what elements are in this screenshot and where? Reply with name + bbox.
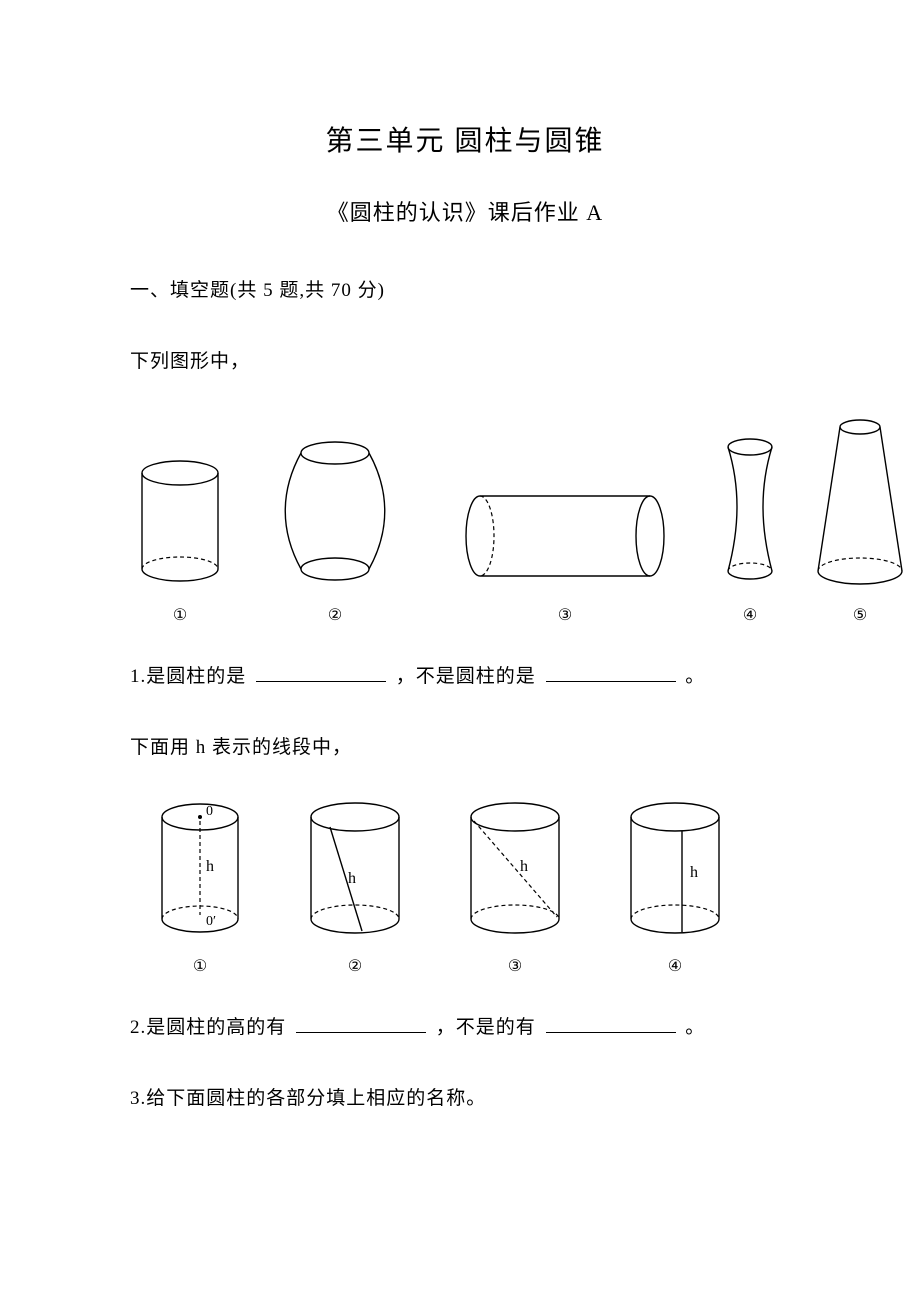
shape-h-label-2: ② bbox=[348, 956, 362, 976]
q1-blank-2 bbox=[546, 662, 676, 682]
shape-h1: 0 0′ h ① bbox=[150, 797, 250, 976]
shape-label-1: ① bbox=[173, 605, 187, 625]
question-1: 1.是圆柱的是 ，不是圆柱的是 。 bbox=[130, 661, 800, 688]
q2-suffix: 。 bbox=[685, 1017, 705, 1038]
prompt-1: 下列图形中， bbox=[130, 346, 800, 373]
question-3: 3.给下面圆柱的各部分填上相应的名称。 bbox=[130, 1083, 800, 1110]
question-2: 2.是圆柱的高的有 ，不是的有 。 bbox=[130, 1012, 800, 1039]
shape-5-frustum: ⑤ bbox=[810, 411, 910, 625]
q1-suffix: 。 bbox=[685, 666, 705, 687]
shape-h-label-1: ① bbox=[193, 956, 207, 976]
section-heading: 一、填空题(共 5 题,共 70 分) bbox=[130, 275, 800, 302]
shape-label-3: ③ bbox=[558, 605, 572, 625]
q1-prefix: 1.是圆柱的是 bbox=[130, 666, 252, 687]
shape-label-4: ④ bbox=[743, 605, 757, 625]
document-page: 第三单元 圆柱与圆锥 《圆柱的认识》课后作业 A 一、填空题(共 5 题,共 7… bbox=[0, 0, 920, 1190]
q2-prefix: 2.是圆柱的高的有 bbox=[130, 1017, 286, 1038]
q1-mid: ，不是圆柱的是 bbox=[396, 666, 536, 687]
shape-h3: h ③ bbox=[460, 797, 570, 976]
shape-3-horizontal-cylinder: ③ bbox=[460, 481, 670, 625]
page-title: 第三单元 圆柱与圆锥 bbox=[130, 119, 800, 159]
shape-1-cylinder: ① bbox=[130, 451, 230, 625]
shape-2-barrel: ② bbox=[270, 431, 400, 625]
shape-h2: h ② bbox=[300, 797, 410, 976]
svg-text:h: h bbox=[348, 870, 356, 887]
svg-text:h: h bbox=[520, 858, 528, 875]
shape-label-5: ⑤ bbox=[853, 605, 867, 625]
q1-blank-1 bbox=[256, 662, 386, 682]
shape-row-1: ① ② ③ bbox=[130, 411, 800, 625]
shape-4-hourglass: ④ bbox=[720, 431, 780, 625]
prompt-2: 下面用 h 表示的线段中， bbox=[130, 732, 800, 759]
shape-row-2: 0 0′ h ① h ② bbox=[130, 797, 800, 976]
svg-text:h: h bbox=[690, 864, 698, 881]
shape-h4: h ④ bbox=[620, 797, 730, 976]
q2-mid: ，不是的有 bbox=[436, 1017, 536, 1038]
shape-label-2: ② bbox=[328, 605, 342, 625]
q2-blank-1 bbox=[296, 1013, 426, 1033]
page-subtitle: 《圆柱的认识》课后作业 A bbox=[130, 195, 800, 227]
svg-text:0′: 0′ bbox=[206, 914, 216, 929]
q2-blank-2 bbox=[546, 1013, 676, 1033]
shape-h-label-3: ③ bbox=[508, 956, 522, 976]
shape-h-label-4: ④ bbox=[668, 956, 682, 976]
svg-text:0: 0 bbox=[206, 804, 213, 819]
h-label: h bbox=[206, 858, 214, 875]
